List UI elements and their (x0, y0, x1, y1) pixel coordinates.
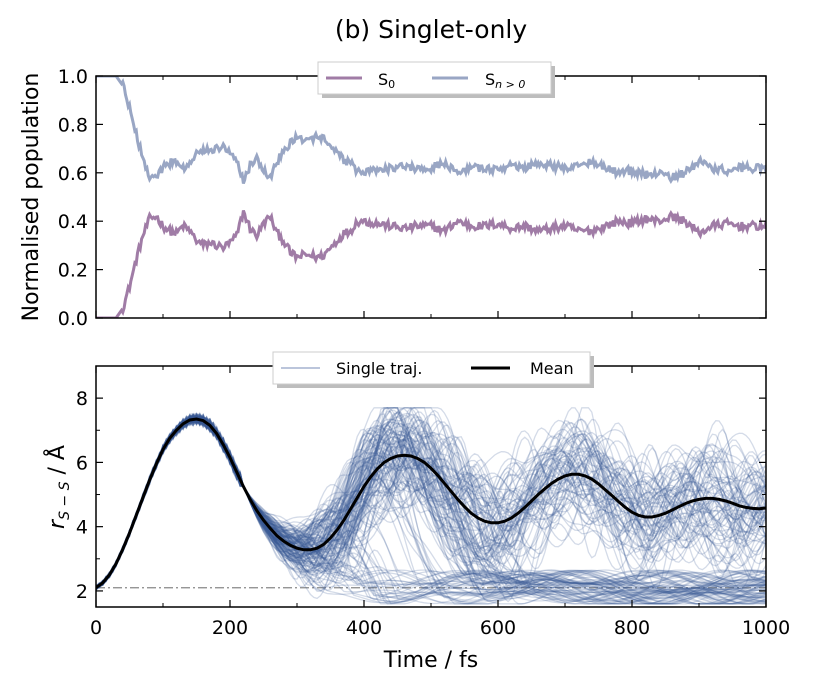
trajectory-line (96, 415, 766, 592)
y-tick-label: 0.4 (58, 211, 88, 233)
trajectory-line (96, 416, 766, 605)
trajectory-line (96, 412, 766, 588)
distance-panel: 0 200 400 600 800 1000 2 4 6 8 rS − S / Å Time / … (43, 351, 790, 673)
trajectory-line (96, 408, 766, 588)
trajectory-line (96, 415, 766, 605)
legend-label-single-traj: Single traj. (336, 359, 422, 378)
trajectory-line (96, 415, 766, 588)
y-tick-label: 6 (76, 452, 88, 474)
y-tick-label: 0.6 (58, 163, 88, 185)
trajectory-line (96, 411, 766, 590)
y-tick-label: 0.0 (58, 308, 88, 330)
y-tick-label: 4 (76, 517, 88, 539)
x-axis-label: Time / fs (383, 648, 478, 673)
trajectory-line (96, 415, 766, 605)
population-legend: S0 Sn > 0 (317, 61, 555, 98)
trajectory-line (96, 417, 766, 605)
trajectory-line (96, 415, 766, 590)
x-tick-label: 1000 (742, 617, 790, 639)
legend-label-sn: Sn > 0 (485, 70, 525, 91)
trajectory-line (96, 416, 766, 599)
trajectory-line (96, 412, 766, 589)
population-panel: 0.0 0.2 0.4 0.6 0.8 1.0 Normalised population… (19, 61, 767, 330)
trajectory-line (96, 413, 766, 589)
trajectory-line (96, 415, 766, 598)
trajectory-line (96, 416, 766, 590)
trajectory-line (96, 418, 766, 599)
x-tick-label: 600 (480, 617, 516, 639)
trajectory-line (96, 414, 766, 589)
trajectory-line (96, 416, 766, 601)
trajectory-line (96, 414, 766, 605)
trajectory-line (96, 414, 766, 587)
trajectory-line (96, 415, 766, 589)
trajectory-line (96, 407, 766, 587)
trajectory-line (96, 415, 766, 589)
trajectory-line (96, 413, 766, 588)
trajectory-line (96, 414, 766, 602)
y-tick-label: 0.8 (58, 114, 88, 136)
population-axis-ticks: 0.0 0.2 0.4 0.6 0.8 1.0 (58, 66, 767, 330)
distance-legend: Single traj. Mean (272, 351, 594, 388)
distance-series-group (96, 407, 766, 605)
trajectory-line (96, 415, 766, 588)
legend-label-s0: S0 (378, 70, 395, 91)
trajectory-line (96, 415, 766, 586)
x-tick-label: 200 (212, 617, 248, 639)
trajectory-line (96, 407, 766, 589)
x-tick-label: 400 (346, 617, 382, 639)
trajectory-line (96, 417, 766, 588)
distance-axis-ticks: 0 200 400 600 800 1000 2 4 6 8 (76, 366, 790, 639)
trajectory-line (96, 415, 766, 603)
trajectory-line (96, 414, 766, 605)
population-series-group (96, 76, 766, 318)
y-tick-label: 2 (76, 581, 88, 603)
trajectory-line (96, 416, 766, 604)
trajectory-line (96, 415, 766, 605)
trajectory-line (96, 415, 766, 590)
trajectory-line (96, 413, 766, 590)
y-tick-label: 1.0 (58, 66, 88, 88)
trajectory-line (96, 415, 766, 605)
population-axes-frame (95, 75, 767, 319)
trajectory-line (96, 416, 766, 605)
series-line-s0 (96, 209, 766, 318)
trajectory-line (96, 416, 766, 603)
series-line-mean (96, 417, 766, 589)
population-y-axis-label: Normalised population (19, 73, 44, 322)
trajectory-bundle (96, 407, 766, 605)
trajectory-line (96, 415, 766, 602)
trajectory-line (96, 413, 766, 604)
trajectory-line (96, 415, 766, 589)
trajectory-line (96, 417, 766, 605)
x-tick-label: 800 (614, 617, 650, 639)
chart-title: (b) Singlet-only (335, 15, 528, 44)
trajectory-line (96, 413, 766, 590)
trajectory-line (96, 416, 766, 602)
trajectory-line (96, 412, 766, 587)
trajectory-line (96, 413, 766, 601)
trajectory-line (96, 417, 766, 590)
trajectory-line (96, 415, 766, 605)
trajectory-line (96, 416, 766, 605)
trajectory-line (96, 414, 766, 587)
trajectory-line (96, 416, 766, 587)
trajectory-line (96, 407, 766, 605)
x-tick-label: 0 (90, 617, 102, 639)
trajectory-line (96, 415, 766, 602)
trajectory-line (96, 409, 766, 589)
trajectory-line (96, 407, 766, 605)
y-tick-label: 8 (76, 388, 88, 410)
y-tick-label: 0.2 (58, 260, 88, 282)
trajectory-line (96, 419, 766, 588)
trajectory-line (96, 417, 766, 605)
distance-y-axis-label: rS − S / Å (43, 445, 73, 529)
legend-box (272, 351, 591, 385)
legend-label-mean: Mean (530, 359, 574, 378)
trajectory-line (96, 416, 766, 605)
trajectory-line (96, 413, 766, 605)
series-line-sn (96, 76, 766, 185)
